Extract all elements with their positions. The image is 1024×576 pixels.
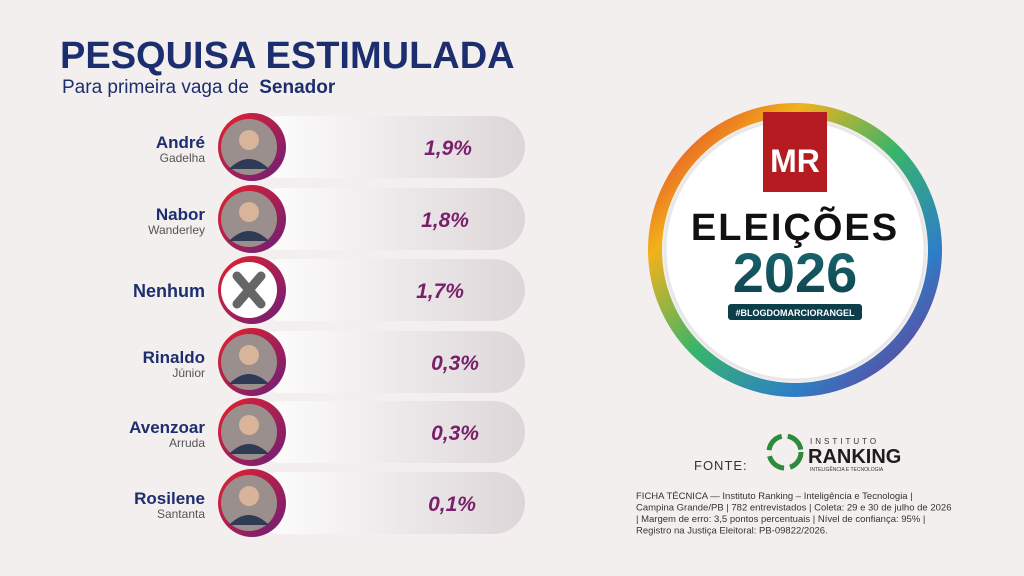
hashtag-box [728, 304, 862, 320]
candidate-surname: Wanderley [148, 223, 205, 237]
candidate-name: Rinaldo [143, 348, 205, 367]
source-label: FONTE: [694, 458, 748, 473]
logo-ring [648, 103, 942, 397]
result: 1,8% [421, 209, 469, 232]
source-institute: INSTITUTO [810, 437, 879, 446]
avatar-head [239, 415, 259, 435]
candidate-name: Avenzoar [129, 418, 205, 437]
logo-brand: MR [770, 143, 820, 179]
source-icon [766, 433, 804, 471]
result-pill [250, 188, 525, 250]
result-pill [250, 331, 525, 393]
avatar-body [229, 444, 269, 454]
result: 0,3% [431, 352, 479, 375]
avatar-body [229, 374, 269, 384]
notes: FICHA TÉCNICA — Instituto Ranking – Inte… [636, 491, 951, 537]
avatar-body [229, 231, 269, 241]
avatar-body [229, 515, 269, 525]
avatar-head [239, 486, 259, 506]
source-name: RANKING [808, 446, 901, 468]
result-pill [250, 401, 525, 463]
logo: MR ELEIÇÕES 2026 #BLOGDOMARCIORANGEL [648, 103, 942, 397]
logo-word: ELEIÇÕES [691, 205, 899, 249]
result-pill [250, 116, 525, 178]
source: FONTE: INSTITUTO RANKING INTELIGÊNCIA E … [694, 433, 901, 473]
candidate-name: Nabor [156, 205, 206, 224]
candidate-surname: Gadelha [160, 151, 206, 165]
candidate-name: Rosilene [134, 489, 205, 508]
logo-badge [763, 112, 827, 192]
avatar-head [239, 202, 259, 222]
none-icon [232, 271, 266, 309]
candidate-surname: Santanta [157, 507, 205, 521]
result: 0,3% [431, 422, 479, 445]
result: 0,1% [428, 493, 476, 516]
note-line: Registro na Justiça Eleitoral: PB-09822/… [636, 526, 828, 537]
result-pill [250, 259, 525, 321]
subtitle: Para primeira vaga de Senador [62, 77, 336, 98]
candidate-surname: Júnior [172, 366, 205, 380]
subtitle-bold: Senador [259, 77, 336, 98]
avatar-head [239, 130, 259, 150]
title: PESQUISA ESTIMULADA [60, 35, 515, 77]
avatar-head [239, 345, 259, 365]
candidate-name: André [156, 133, 205, 152]
subtitle-text: Para primeira vaga de [62, 77, 249, 98]
note-line: | Margem de erro: 3,5 pontos percentuais… [636, 514, 925, 525]
result: 1,9% [424, 137, 472, 160]
source-tagline: INTELIGÊNCIA E TECNOLOGIA [810, 465, 884, 473]
candidate-row: Nenhum 1,7% [133, 256, 525, 324]
candidate-name: Nenhum [133, 281, 205, 301]
result-pill [250, 472, 525, 534]
note-line: Campina Grande/PB | 782 entrevistados | … [636, 503, 951, 514]
logo-year: 2026 [733, 241, 858, 304]
avatar-body [229, 159, 269, 169]
candidate-surname: Arruda [169, 436, 205, 450]
logo-hashtag: #BLOGDOMARCIORANGEL [736, 308, 856, 318]
note-line: FICHA TÉCNICA — Instituto Ranking – Inte… [636, 491, 913, 502]
result: 1,7% [416, 280, 464, 303]
